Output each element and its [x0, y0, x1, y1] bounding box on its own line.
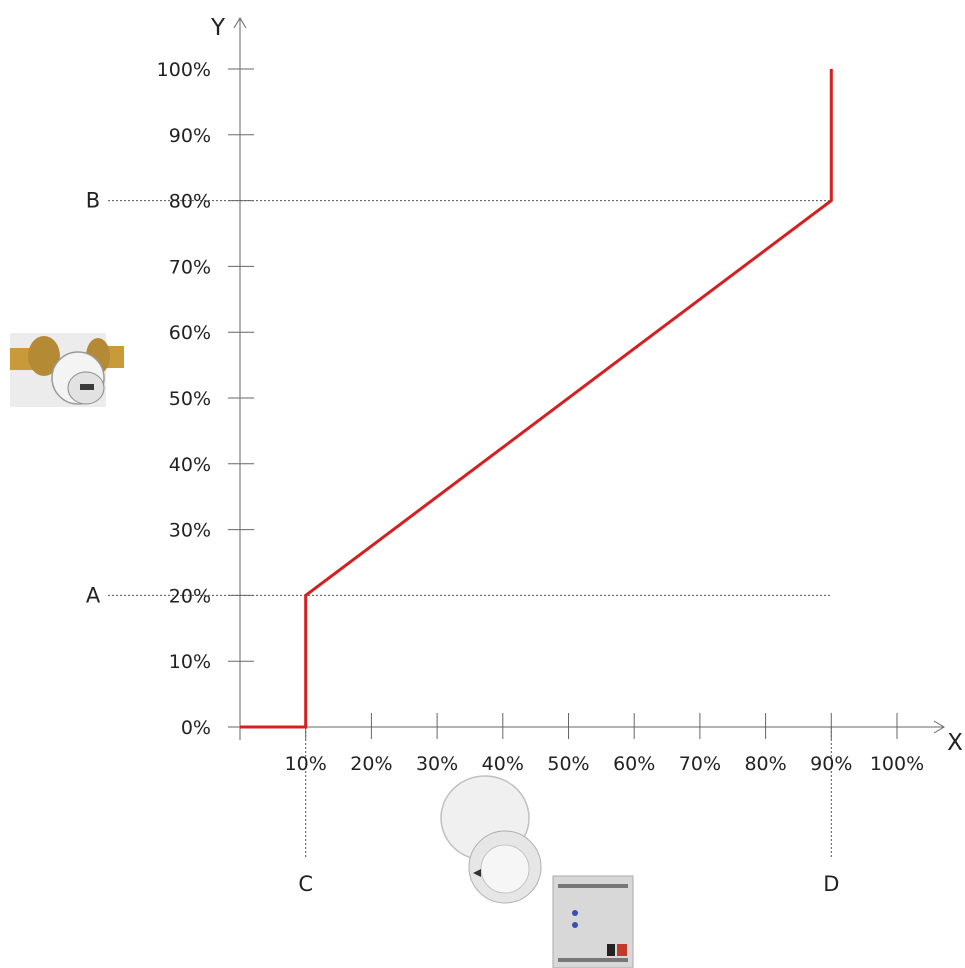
valve-illustration — [10, 333, 124, 407]
x-tick-label: 10% — [285, 753, 327, 775]
series-line-0 — [240, 69, 833, 729]
x-tick-label: 60% — [613, 753, 655, 775]
y-tick-label: 60% — [169, 322, 211, 344]
y-tick-label: 90% — [169, 125, 211, 147]
x-tick-label: 90% — [810, 753, 852, 775]
y-tick-label: 30% — [169, 520, 211, 542]
y-tick-label: 80% — [169, 191, 211, 213]
series — [240, 69, 833, 729]
y-axis-title: Y — [210, 15, 226, 41]
x-tick-label: 70% — [679, 753, 721, 775]
x-tick-label: 50% — [547, 753, 589, 775]
reference-label-a: A — [86, 583, 101, 607]
x-tick-label: 100% — [870, 753, 924, 775]
y-tick-label: 40% — [169, 454, 211, 476]
y-tick-label: 10% — [169, 651, 211, 673]
axes — [233, 17, 945, 740]
y-tick-label: 100% — [157, 59, 211, 81]
y-axis-arrow — [233, 17, 247, 29]
y-tick-label: 50% — [169, 388, 211, 410]
labels: B A C D X Y — [86, 15, 963, 896]
x-tick-label: 40% — [482, 753, 524, 775]
y-tick-label: 70% — [169, 256, 211, 278]
x-axis-title: X — [947, 730, 963, 756]
reference-lines — [108, 200, 832, 858]
reference-label-c: C — [298, 872, 313, 896]
reference-label-b: B — [86, 189, 100, 213]
ticks: 10% 20% 30% 40% 50% 60% 70% 80% 90% 100% 0% 10% 20% 3… — [157, 59, 924, 775]
x-axis-arrow — [933, 720, 945, 734]
y-tick-label: 20% — [169, 585, 211, 607]
reference-label-d: D — [823, 872, 839, 896]
x-tick-label: 20% — [350, 753, 392, 775]
y-tick-label: 0% — [181, 717, 211, 739]
x-tick-label: 30% — [416, 753, 458, 775]
controller-illustration — [440, 775, 634, 968]
x-tick-label: 80% — [744, 753, 786, 775]
